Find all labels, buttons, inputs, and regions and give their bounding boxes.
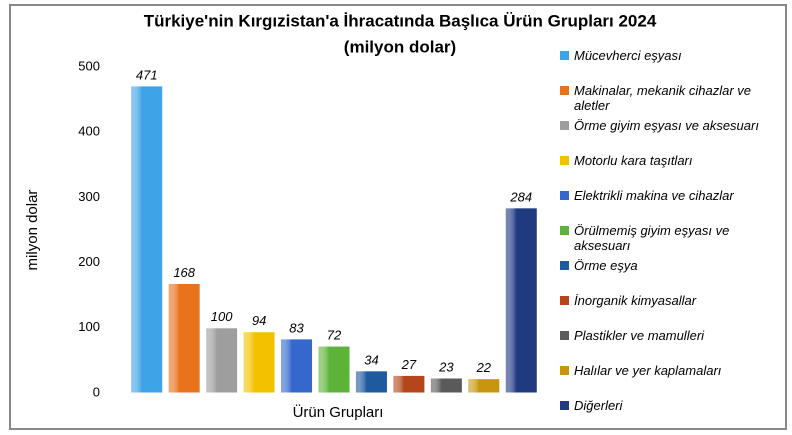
y-tick-label: 500 — [78, 58, 100, 73]
legend-swatch — [560, 86, 569, 95]
legend-swatch — [560, 401, 569, 410]
data-label: 22 — [476, 360, 492, 375]
data-label: 100 — [211, 309, 233, 324]
y-tick-label: 0 — [93, 384, 100, 399]
data-label: 23 — [438, 359, 454, 374]
legend-item: Elektrikli makina ve cihazlar — [560, 188, 788, 203]
data-label: 27 — [401, 357, 417, 372]
chart-title: Türkiye'nin Kırgızistan'a İhracatında Ba… — [144, 11, 657, 30]
data-label: 471 — [136, 67, 158, 82]
bar — [354, 370, 388, 394]
data-label: 284 — [509, 189, 532, 204]
legend-item: Diğerleri — [560, 398, 788, 413]
legend-label: Halılar ve yer kaplamaları — [574, 363, 722, 378]
y-tick-label: 200 — [78, 254, 100, 269]
y-axis-label: milyon dolar — [24, 190, 41, 271]
legend-swatch — [560, 296, 569, 305]
bar — [130, 85, 164, 394]
bar — [167, 282, 201, 394]
legend-label: Elektrikli makina ve cihazlar — [574, 188, 734, 203]
legend-item: Plastikler ve mamulleri — [560, 328, 788, 343]
bar — [392, 374, 426, 394]
data-label: 94 — [252, 313, 266, 328]
legend-item: Motorlu kara taşıtları — [560, 153, 788, 168]
legend-item: İnorganik kimyasallar — [560, 293, 788, 308]
legend-swatch — [560, 226, 569, 235]
data-label: 83 — [289, 320, 304, 335]
bar — [205, 327, 239, 394]
legend-label: Örme giyim eşyası ve aksesuarı — [574, 118, 759, 133]
y-tick-label: 100 — [78, 319, 100, 334]
legend-label: Diğerleri — [574, 398, 623, 413]
legend-swatch — [560, 366, 569, 375]
legend-item: Örülmemiş giyim eşyası ve aksesuarı — [560, 223, 788, 253]
legend-swatch — [560, 191, 569, 200]
legend-swatch — [560, 156, 569, 165]
legend-item: Örme giyim eşyası ve aksesuarı — [560, 118, 788, 133]
legend-swatch — [560, 261, 569, 270]
legend-item: Örme eşya — [560, 258, 788, 273]
data-label: 168 — [173, 265, 195, 280]
legend-swatch — [560, 121, 569, 130]
legend-label: Mücevherci eşyası — [574, 48, 682, 63]
y-tick-label: 400 — [78, 124, 100, 139]
legend-label: Örülmemiş giyim eşyası ve aksesuarı — [574, 223, 730, 253]
bar — [317, 345, 351, 394]
data-label: 34 — [364, 352, 378, 367]
bar — [242, 331, 276, 394]
bar — [467, 378, 501, 394]
x-axis-label: Ürün Grupları — [293, 403, 384, 421]
legend-label: Plastikler ve mamulleri — [574, 328, 705, 343]
legend-label: İnorganik kimyasallar — [574, 293, 697, 308]
bar — [504, 207, 538, 394]
legend-label: Örme eşya — [574, 258, 638, 273]
legend-swatch — [560, 51, 569, 60]
legend-label: Makinalar, mekanik cihazlar ve aletler — [574, 83, 752, 113]
data-label: 72 — [327, 327, 342, 342]
legend-item: Makinalar, mekanik cihazlar ve aletler — [560, 83, 788, 113]
bar — [429, 377, 463, 394]
bar — [280, 338, 314, 394]
legend-item: Mücevherci eşyası — [560, 48, 788, 63]
legend-swatch — [560, 331, 569, 340]
legend-item: Halılar ve yer kaplamaları — [560, 363, 788, 378]
y-tick-label: 300 — [78, 189, 100, 204]
chart-subtitle: (milyon dolar) — [344, 37, 456, 56]
legend-label: Motorlu kara taşıtları — [574, 153, 693, 168]
